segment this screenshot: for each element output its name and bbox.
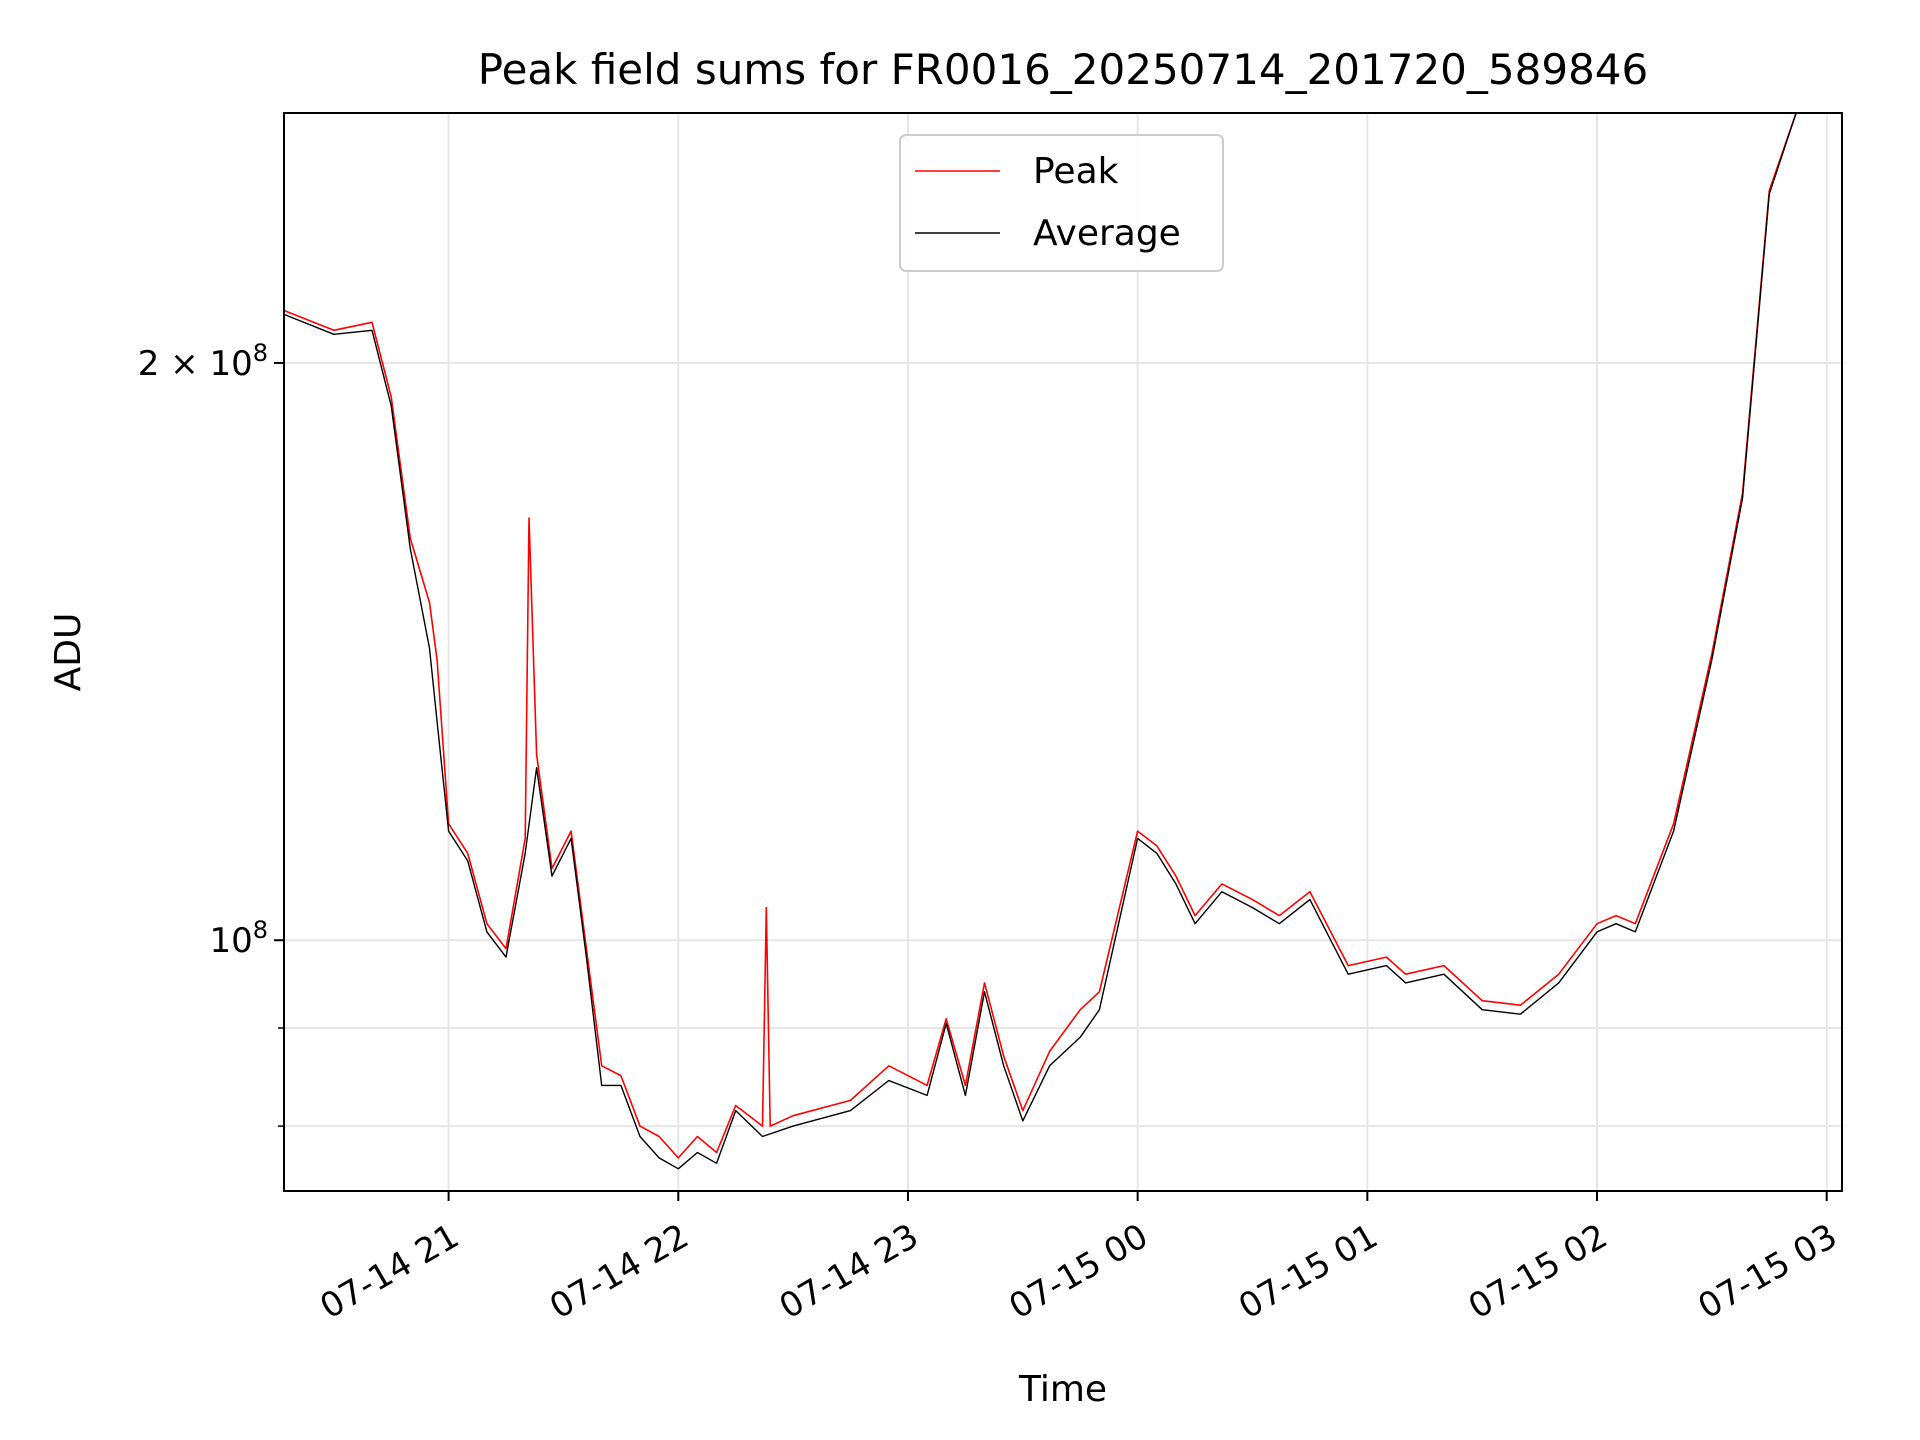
legend-label-average: Average bbox=[1033, 213, 1181, 254]
legend: Peak Average bbox=[899, 134, 1224, 272]
grid bbox=[284, 113, 1842, 1191]
legend-box bbox=[899, 134, 1224, 272]
series-line-peak bbox=[284, 113, 1797, 1159]
plot-series bbox=[284, 113, 1797, 1170]
y-tick-label: 2 × 108 bbox=[138, 339, 268, 384]
x-axis-label: Time bbox=[1018, 1369, 1107, 1410]
legend-label-peak: Peak bbox=[1033, 151, 1119, 192]
series-line-average bbox=[284, 113, 1797, 1170]
plot-area-frame bbox=[283, 112, 1843, 1192]
y-axis-label: ADU bbox=[48, 613, 89, 692]
chart-title: Peak field sums for FR0016_20250714_2017… bbox=[478, 45, 1648, 94]
